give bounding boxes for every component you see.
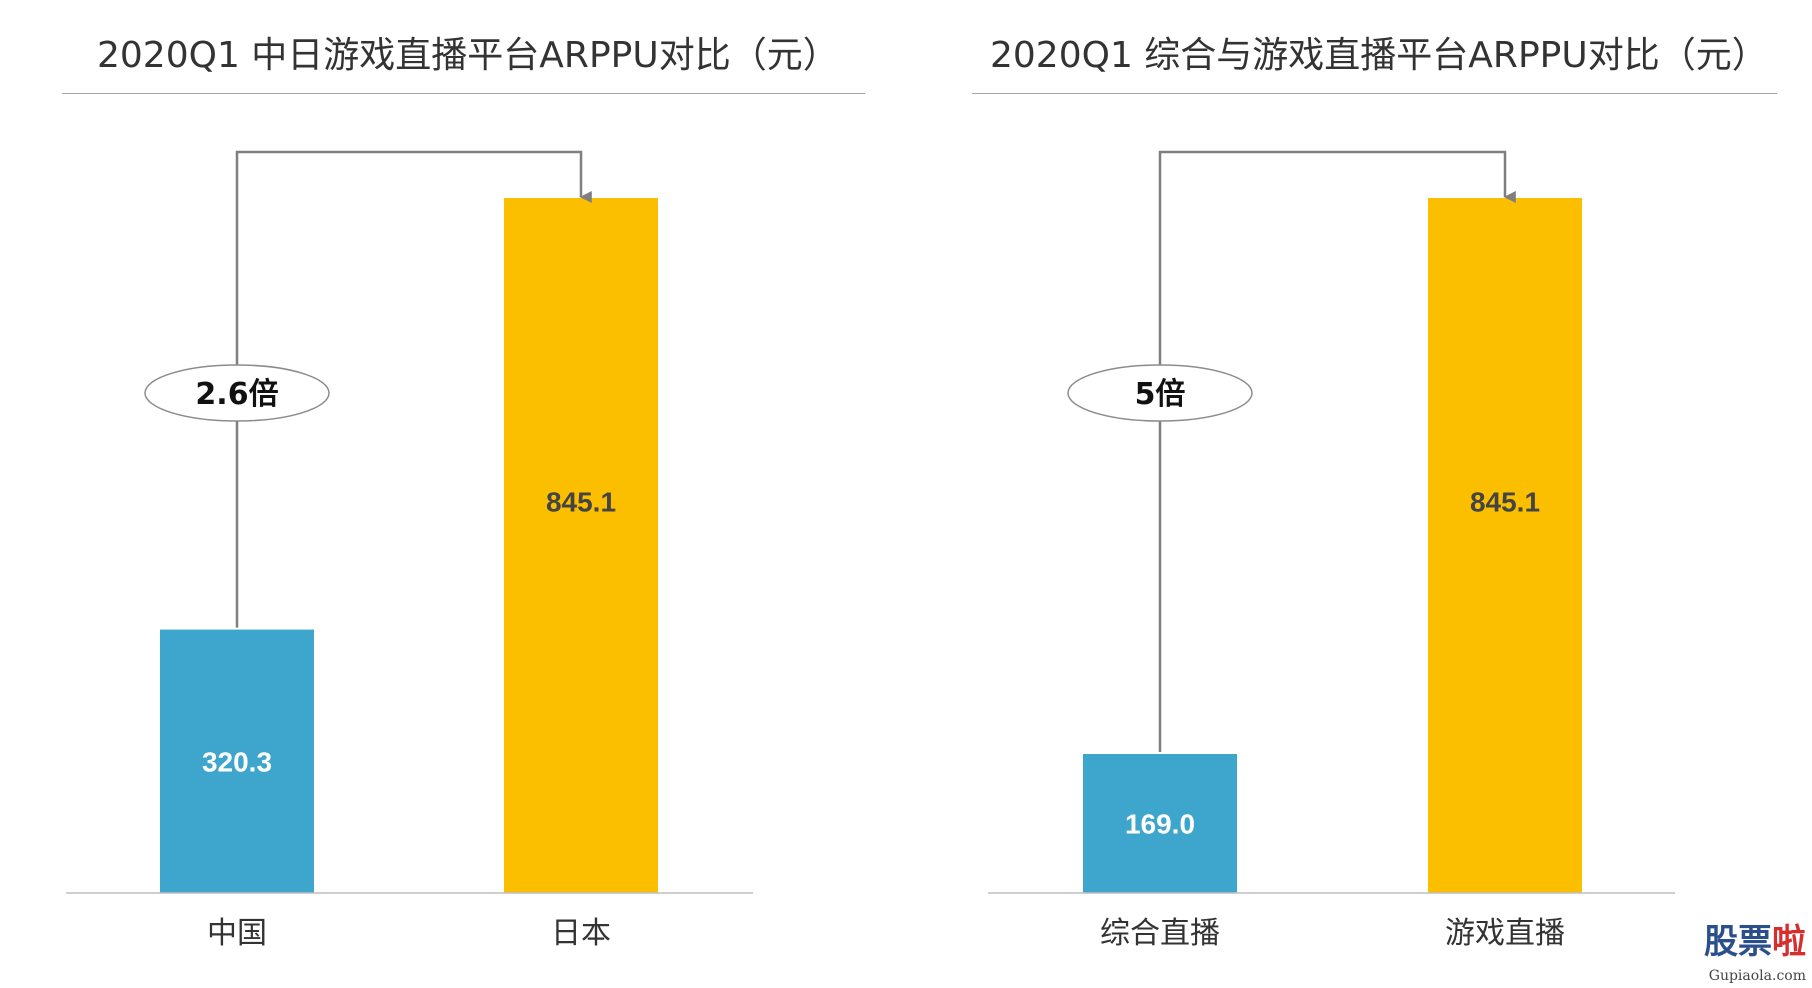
value-label-0: 320.3 [202, 746, 272, 777]
value-label-1: 845.1 [1470, 487, 1540, 518]
ratio-bubble [144, 364, 330, 422]
category-label-1: 游戏直播 [1445, 916, 1565, 951]
watermark-logo: 股票啦 [1704, 922, 1806, 962]
bar-0 [1083, 754, 1237, 893]
bar-chart-china-japan: 320.3 中国 845.1 日本 2.6倍 [66, 150, 753, 951]
category-label-1: 日本 [551, 916, 611, 951]
bar-1 [504, 198, 658, 893]
ratio-connector [1158, 150, 1516, 753]
title-divider [62, 93, 865, 94]
chart-title: 2020Q1 中日游戏直播平台ARPPU对比（元） [97, 35, 839, 76]
chart-title: 2020Q1 综合与游戏直播平台ARPPU对比（元） [990, 35, 1768, 76]
value-label-0: 169.0 [1125, 809, 1195, 840]
ratio-annotation-label: 5倍 [1135, 377, 1186, 412]
ratio-annotation-label: 2.6倍 [195, 377, 278, 412]
chart-panel-general-game: 2020Q1 综合与游戏直播平台ARPPU对比（元） 169.0 综合直播 845.… [880, 0, 1812, 988]
category-label-0: 综合直播 [1100, 916, 1220, 951]
category-label-0: 中国 [207, 916, 267, 951]
watermark-url: Gupiaola.com [1708, 968, 1806, 984]
chart-panel-china-japan: 2020Q1 中日游戏直播平台ARPPU对比（元） 320.3 中国 845.1 日本… [0, 0, 880, 988]
bar-0 [160, 629, 314, 893]
title-divider [972, 93, 1777, 94]
bar-1 [1428, 198, 1582, 893]
bar-chart-general-game: 169.0 综合直播 845.1 游戏直播 5倍 [988, 150, 1675, 951]
watermark: 股票啦 Gupiaola.com [1688, 914, 1808, 984]
ratio-bubble [1067, 364, 1253, 422]
value-label-1: 845.1 [546, 487, 616, 518]
